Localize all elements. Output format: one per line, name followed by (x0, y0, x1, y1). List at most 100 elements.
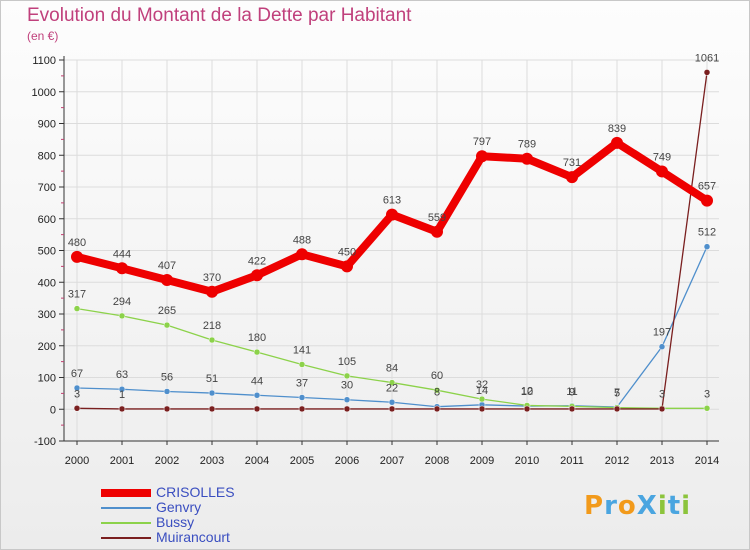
data-point (523, 405, 531, 413)
data-label: 11 (566, 386, 577, 398)
data-label: 789 (518, 139, 536, 151)
data-point (431, 225, 443, 238)
x-tick-label: 2011 (560, 455, 584, 467)
y-tick-label: 1000 (32, 87, 56, 99)
data-point (298, 361, 306, 368)
legend-label: Bussy (156, 514, 195, 530)
data-label: 7 (614, 387, 620, 399)
data-point (658, 405, 666, 413)
data-point (656, 165, 668, 178)
data-label: 12 (521, 385, 533, 397)
data-point (118, 405, 126, 413)
data-label: 37 (296, 378, 308, 390)
y-tick-label: 200 (38, 341, 56, 353)
data-label: 30 (341, 380, 353, 392)
x-tick-label: 2001 (110, 455, 134, 467)
data-point (253, 392, 261, 399)
data-label: 265 (158, 305, 176, 317)
legend-label: Muirancourt (156, 529, 230, 545)
x-tick-label: 2014 (695, 455, 719, 467)
y-tick-label: 1100 (32, 55, 56, 67)
data-label: 63 (116, 369, 128, 381)
legend-label: Genvry (156, 499, 202, 515)
data-point (163, 405, 171, 413)
x-tick-label: 2002 (155, 455, 179, 467)
legend-label: CRISOLLES (156, 484, 235, 500)
data-label: 141 (293, 344, 311, 356)
y-tick-label: 600 (38, 214, 56, 226)
y-tick-label: 0 (50, 404, 56, 416)
data-point (701, 194, 713, 207)
data-point (476, 150, 488, 163)
data-label: 512 (698, 227, 716, 239)
data-point (163, 388, 171, 395)
data-point (386, 208, 398, 221)
data-label: 22 (386, 382, 398, 394)
data-label: 32 (476, 379, 488, 391)
data-label: 488 (293, 234, 311, 246)
data-label: 444 (113, 248, 131, 260)
data-label: 657 (698, 181, 716, 193)
data-label: 3 (74, 388, 80, 400)
data-point (388, 405, 396, 413)
logo-letter: t (667, 491, 682, 521)
data-label: 14 (476, 385, 488, 397)
data-label: 60 (431, 370, 443, 382)
data-point (343, 372, 351, 380)
data-point (703, 405, 711, 412)
data-point (298, 405, 306, 413)
data-label: 105 (338, 356, 356, 368)
y-tick-label: 400 (38, 277, 56, 289)
data-label: 370 (203, 272, 221, 284)
chart-subtitle: (en €) (27, 29, 59, 43)
data-label: 84 (386, 363, 398, 375)
x-tick-label: 2000 (65, 455, 89, 467)
data-point (296, 248, 308, 261)
logo-letter: P (584, 491, 605, 521)
data-point (388, 379, 396, 386)
data-point (703, 69, 711, 76)
data-label: 731 (563, 157, 581, 169)
data-point (658, 343, 666, 350)
logo-letter: i (681, 491, 692, 521)
data-point (208, 405, 216, 413)
data-label: 1 (119, 389, 125, 401)
data-point (206, 285, 218, 298)
y-tick-label: 900 (38, 119, 56, 131)
data-point (116, 262, 128, 275)
data-point (388, 399, 396, 406)
data-label: 9 (569, 386, 575, 398)
logo-letter: r (604, 491, 618, 521)
data-label: 317 (68, 289, 86, 301)
data-label: 797 (473, 136, 491, 148)
data-point (478, 395, 486, 403)
data-point (521, 152, 533, 165)
data-label: 218 (203, 320, 221, 332)
data-point (73, 305, 81, 312)
data-point (478, 405, 486, 413)
y-tick-label: 800 (38, 150, 56, 162)
data-label: 56 (161, 371, 173, 383)
data-point (73, 405, 81, 412)
data-label: 180 (248, 332, 266, 344)
x-tick-label: 2003 (200, 455, 224, 467)
data-point (208, 336, 216, 344)
data-point (253, 405, 261, 413)
logo-letter: i (657, 491, 668, 521)
data-label: 422 (248, 255, 266, 267)
x-tick-label: 2007 (380, 455, 404, 467)
y-tick-label: 500 (38, 246, 56, 258)
data-point (161, 274, 173, 287)
x-tick-label: 2012 (605, 455, 629, 467)
y-tick-label: -100 (34, 436, 56, 448)
legend-swatch (101, 506, 151, 509)
data-label: 839 (608, 123, 626, 135)
x-tick-label: 2009 (470, 455, 494, 467)
data-label: 44 (251, 375, 263, 387)
data-label: 559 (428, 212, 446, 224)
y-tick-label: 700 (38, 182, 56, 194)
legend-swatch (101, 536, 151, 539)
data-label: 407 (158, 260, 176, 272)
